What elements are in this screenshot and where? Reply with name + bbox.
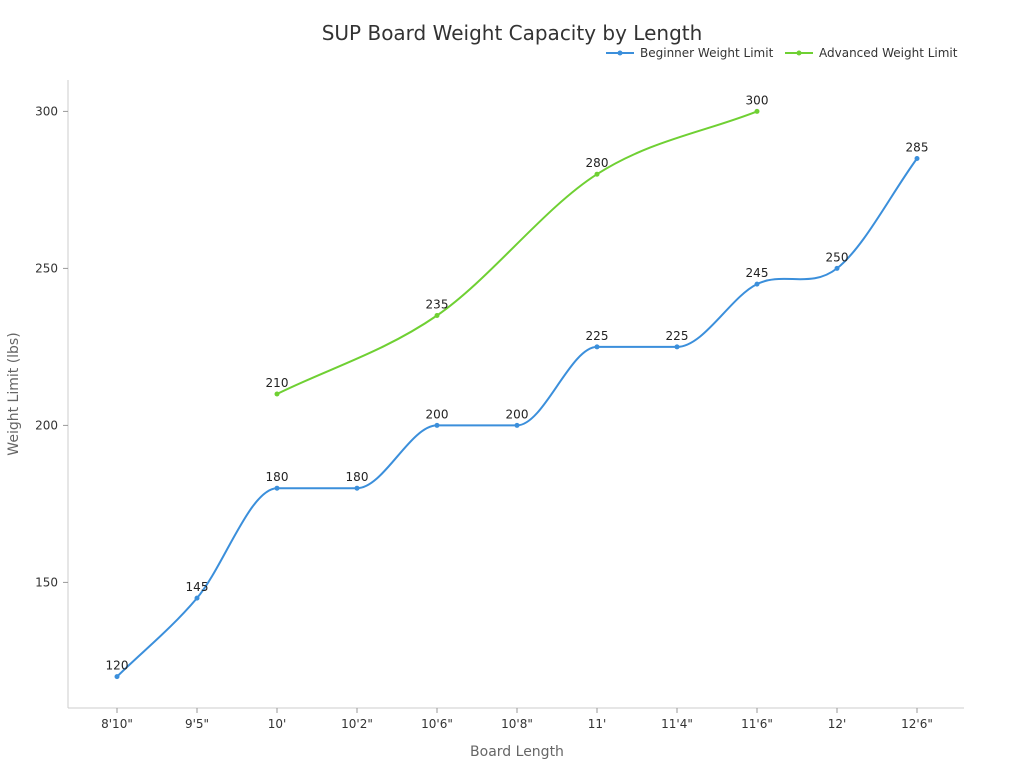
data-point bbox=[834, 265, 840, 271]
x-axis-title: Board Length bbox=[470, 744, 564, 760]
x-axis-ticks: 8'10" 9'5" 10' 10'2" 10'6" 10'8" 11' 11'4" 11'6"… bbox=[101, 708, 933, 731]
y-tick-label: 250 bbox=[35, 261, 58, 275]
data-point bbox=[434, 313, 440, 318]
x-tick-label: 9'5" bbox=[185, 717, 209, 731]
data-point bbox=[754, 108, 760, 114]
data-label: 225 bbox=[666, 329, 689, 343]
data-point bbox=[914, 156, 920, 161]
x-tick-label: 10'2" bbox=[341, 717, 373, 731]
data-point bbox=[594, 344, 600, 350]
y-axis-ticks: 150 200 250 300 bbox=[35, 104, 68, 589]
data-label: 200 bbox=[506, 407, 529, 421]
legend-label: Beginner Weight Limit bbox=[640, 46, 774, 60]
data-label: 120 bbox=[106, 659, 129, 673]
x-tick-label: 8'10" bbox=[101, 717, 133, 731]
data-point bbox=[514, 422, 520, 428]
y-tick-label: 200 bbox=[35, 418, 58, 432]
y-tick-label: 300 bbox=[35, 104, 58, 118]
series-line bbox=[276, 110, 758, 395]
x-tick-label: 11'6" bbox=[741, 717, 773, 731]
x-tick-label: 10'8" bbox=[501, 717, 533, 731]
chart-title: SUP Board Weight Capacity by Length bbox=[322, 21, 703, 45]
y-tick-label: 150 bbox=[35, 575, 58, 589]
data-label: 250 bbox=[826, 250, 849, 264]
data-point bbox=[354, 485, 360, 491]
data-label: 200 bbox=[426, 407, 449, 421]
data-label: 300 bbox=[746, 93, 769, 107]
data-point bbox=[594, 171, 600, 177]
x-tick-label: 11'4" bbox=[661, 717, 693, 731]
data-label: 210 bbox=[266, 376, 289, 390]
x-tick-label: 11' bbox=[588, 717, 607, 731]
x-tick-label: 10'6" bbox=[421, 717, 453, 731]
x-tick-label: 12'6" bbox=[901, 717, 933, 731]
legend-marker bbox=[617, 50, 623, 56]
data-label: 180 bbox=[346, 470, 369, 484]
x-tick-label: 12' bbox=[828, 717, 847, 731]
data-point bbox=[194, 595, 200, 601]
legend: Beginner Weight Limit Advanced Weight Lim… bbox=[606, 46, 958, 60]
data-point bbox=[434, 422, 440, 428]
data-label: 245 bbox=[746, 266, 769, 280]
series-beginner: 120 145 180 180 200 200 225 225 245 250 285 bbox=[106, 141, 929, 680]
x-tick-label: 10' bbox=[268, 717, 287, 731]
legend-label: Advanced Weight Limit bbox=[819, 46, 958, 60]
data-label: 285 bbox=[906, 141, 929, 155]
data-label: 180 bbox=[266, 470, 289, 484]
legend-marker bbox=[796, 50, 802, 56]
y-axis-title: Weight Limit (lbs) bbox=[6, 332, 22, 455]
data-point bbox=[114, 674, 120, 680]
data-point bbox=[754, 281, 760, 287]
data-label: 280 bbox=[586, 156, 609, 170]
data-point bbox=[674, 344, 680, 350]
data-label: 145 bbox=[186, 580, 209, 594]
data-label: 225 bbox=[586, 329, 609, 343]
data-point bbox=[274, 391, 280, 397]
data-label: 235 bbox=[426, 298, 449, 312]
series-advanced: 210 235 280 300 bbox=[266, 93, 769, 397]
data-point bbox=[274, 485, 280, 491]
